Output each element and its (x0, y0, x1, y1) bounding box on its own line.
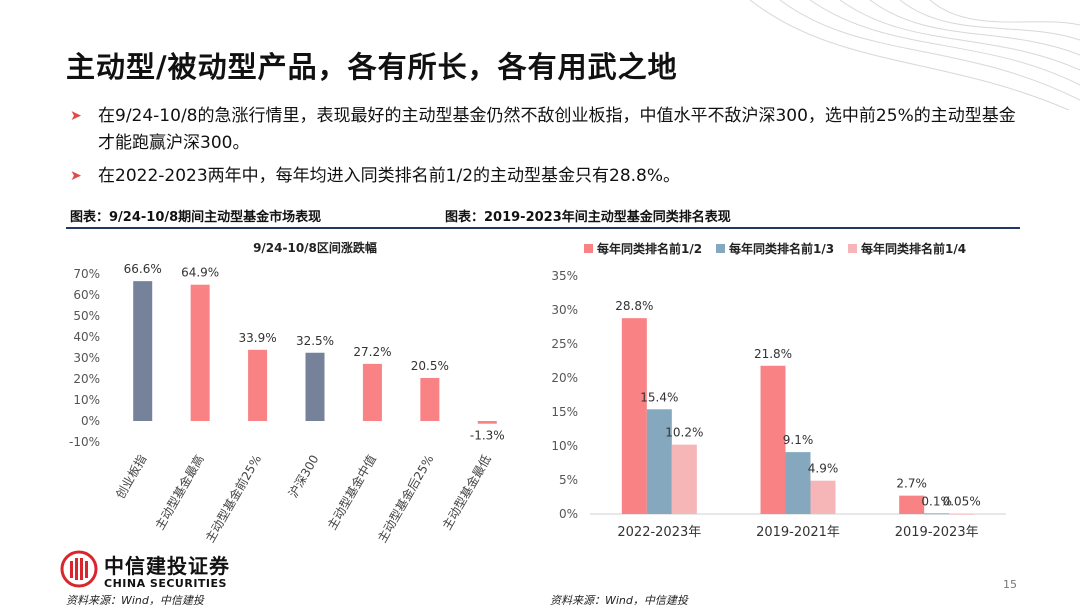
bar (621, 318, 647, 514)
arrow-bullet-icon: ➤ (70, 168, 82, 184)
data-label: 21.8% (754, 347, 792, 361)
y-tick-label: 70% (73, 267, 100, 281)
y-tick-label: 30% (551, 303, 578, 317)
data-label: 33.9% (239, 331, 277, 345)
y-tick-label: 10% (73, 393, 100, 407)
y-tick-label: 20% (73, 372, 100, 386)
bar (420, 377, 440, 421)
logo-emblem-icon (60, 550, 98, 588)
x-tick-label: 主动型基金前25% (202, 452, 264, 545)
legend-swatch (584, 244, 593, 253)
bar (133, 281, 153, 421)
logo-text-cn: 中信建投证券 (104, 554, 230, 578)
bar (760, 365, 786, 514)
data-label: 10.2% (665, 426, 703, 440)
y-tick-label: -10% (69, 435, 100, 449)
y-tick-label: 10% (551, 439, 578, 453)
data-label: 27.2% (353, 345, 391, 359)
bar (949, 513, 975, 515)
page-title: 主动型/被动型产品，各有所长，各有用武之地 (66, 50, 678, 84)
x-tick-label: 2022-2023年 (617, 525, 701, 540)
legend-label: 每年同类排名前1/4 (861, 241, 966, 256)
right-source-note: 资料来源：Wind，中信建投 (550, 594, 688, 607)
data-label: 9.1% (783, 433, 814, 447)
data-label: 0.1% (921, 494, 952, 508)
legend-swatch (848, 244, 857, 253)
y-tick-label: 60% (73, 288, 100, 302)
x-tick-label: 创业板指 (112, 452, 149, 501)
bar (899, 495, 925, 514)
y-tick-label: 0% (559, 507, 578, 521)
left-chart-caption: 图表：9/24-10/8期间主动型基金市场表现 (70, 210, 322, 225)
x-tick-label: 主动型基金中值 (324, 452, 379, 532)
right-grouped-bar-chart: 每年同类排名前1/2 每年同类排名前1/3 每年同类排名前1/4 0% 5% 10% 15%… (551, 241, 1006, 540)
arrow-bullet-icon: ➤ (70, 108, 82, 124)
x-tick-label: 主动型基金最低 (439, 452, 494, 532)
data-label: 28.8% (615, 299, 653, 313)
bar (671, 444, 697, 514)
bar (477, 421, 497, 424)
bar (305, 352, 325, 421)
legend-swatch (716, 244, 725, 253)
bar (190, 284, 210, 421)
x-tick-label: 2019-2021年 (756, 525, 840, 540)
bullet-list: ➤ 在9/24-10/8的急涨行情里，表现最好的主动型基金仍然不敌创业板指，中值… (70, 103, 1020, 196)
logo-text-en: CHINA SECURITIES (104, 577, 227, 590)
x-tick-label: 主动型基金后25% (374, 452, 436, 545)
y-tick-label: 15% (551, 405, 578, 419)
bullet-item: ➤ 在9/24-10/8的急涨行情里，表现最好的主动型基金仍然不敌创业板指，中值… (70, 103, 1020, 157)
bar (810, 480, 836, 514)
data-label: 32.5% (296, 334, 334, 348)
bullet-item: ➤ 在2022-2023两年中，每年均进入同类排名前1/2的主动型基金只有28.… (70, 163, 1020, 190)
legend-label: 每年同类排名前1/2 (597, 241, 702, 256)
data-label: 20.5% (411, 359, 449, 373)
bar (362, 363, 382, 421)
bar (646, 409, 672, 514)
x-tick-label: 2019-2023年 (895, 525, 979, 540)
caption-divider (66, 227, 1020, 229)
company-logo: 中信建投证券 CHINA SECURITIES (60, 550, 240, 590)
y-tick-label: 25% (551, 337, 578, 351)
legend-label: 每年同类排名前1/3 (729, 241, 834, 256)
y-tick-label: 0% (81, 414, 100, 428)
y-tick-label: 30% (73, 351, 100, 365)
bar (785, 452, 811, 514)
bar (924, 513, 950, 515)
page-number: 15 (1003, 578, 1017, 591)
y-tick-label: 35% (551, 269, 578, 283)
left-bar-chart: 9/24-10/8区间涨跌幅 -10% 0% 10% 20% 30% 40% 50% 60% 70… (69, 240, 505, 545)
left-source-note: 资料来源：Wind，中信建投 (66, 594, 204, 607)
data-label: 15.4% (640, 390, 678, 404)
x-tick-label: 主动型基金最高 (152, 452, 207, 532)
data-label: -1.3% (470, 429, 505, 443)
y-tick-label: 50% (73, 309, 100, 323)
y-tick-label: 40% (73, 330, 100, 344)
data-label: 4.9% (808, 462, 839, 476)
x-tick-label: 沪深300 (286, 453, 322, 501)
data-label: 2.7% (896, 477, 927, 491)
data-label: 66.6% (124, 262, 162, 276)
decorative-wave-lines (749, 0, 1080, 110)
y-tick-label: 5% (559, 473, 578, 487)
bullet-text: 在2022-2023两年中，每年均进入同类排名前1/2的主动型基金只有28.8%… (98, 166, 681, 186)
bullet-text: 在9/24-10/8的急涨行情里，表现最好的主动型基金仍然不敌创业板指，中值水平… (98, 106, 1016, 153)
data-label: 64.9% (181, 266, 219, 280)
y-tick-label: 20% (551, 371, 578, 385)
right-chart-caption: 图表：2019-2023年间主动型基金同类排名表现 (445, 210, 731, 225)
bar (248, 349, 268, 421)
chart-title: 9/24-10/8区间涨跌幅 (253, 240, 377, 255)
data-label: 0.05% (943, 495, 981, 509)
